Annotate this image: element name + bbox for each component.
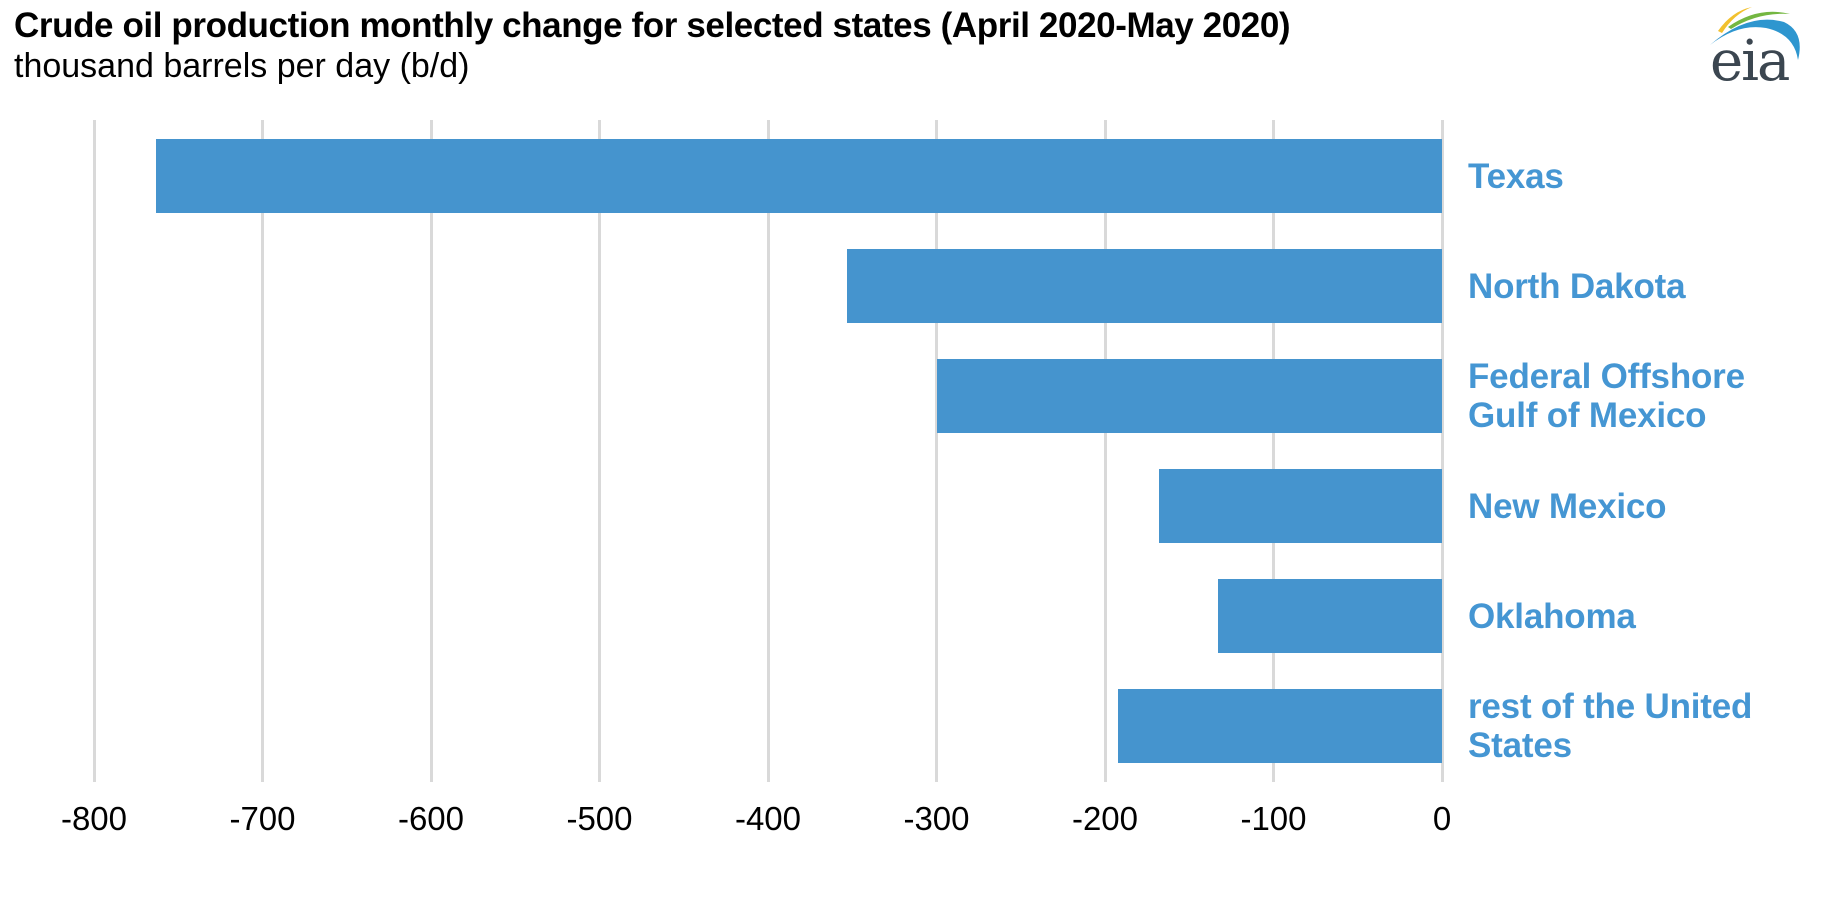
logo-green-swoosh <box>1728 11 1790 29</box>
category-label-line: Texas <box>1468 156 1564 196</box>
chart-title: Crude oil production monthly change for … <box>14 6 1291 45</box>
category-label: Texas <box>1468 139 1822 213</box>
bar-rest-of-the-united-states <box>1118 689 1442 763</box>
category-label-line: New Mexico <box>1468 486 1667 526</box>
x-tick-label: 0 <box>1432 800 1452 837</box>
bar-new-mexico <box>1158 469 1442 543</box>
logo-yellow-swoosh <box>1718 7 1752 33</box>
x-tick-label: -700 <box>229 800 296 837</box>
category-label-line: rest of the United <box>1468 687 1753 726</box>
bar-oklahoma <box>1217 579 1442 653</box>
x-tick-label: -800 <box>60 800 128 837</box>
x-tick-label: -500 <box>566 800 633 837</box>
category-label-line: States <box>1468 726 1572 765</box>
category-label-line: Oklahoma <box>1468 596 1636 636</box>
category-label: Federal Offshore Gulf of Mexico <box>1468 357 1822 435</box>
eia-logo: eia <box>1688 2 1812 94</box>
category-label-line: North Dakota <box>1468 266 1686 306</box>
gridline <box>92 120 96 782</box>
x-tick-label: -300 <box>903 800 970 837</box>
x-tick-label: -600 <box>397 800 465 837</box>
x-axis: -800 -700 -600 -500 -400 -300 -200 -100 0 <box>61 800 1451 846</box>
plot-area <box>92 120 1444 782</box>
x-tick-label: -200 <box>1071 800 1139 837</box>
x-tick-label: -400 <box>734 800 802 837</box>
category-label: North Dakota <box>1468 249 1822 323</box>
gridline <box>598 120 601 782</box>
chart-subtitle: thousand barrels per day (b/d) <box>14 47 470 85</box>
bar-texas <box>156 139 1442 213</box>
category-label: Oklahoma <box>1468 579 1822 653</box>
gridline <box>1103 120 1107 782</box>
gridline <box>1272 120 1275 782</box>
category-label-line: Gulf of Mexico <box>1468 396 1707 435</box>
eia-logo-graphic: eia <box>1710 7 1800 94</box>
gridline <box>261 120 264 782</box>
gridline <box>1440 120 1444 782</box>
logo-blue-swoosh <box>1710 19 1800 61</box>
gridline <box>935 120 938 782</box>
x-tick-label: -100 <box>1240 800 1307 837</box>
category-labels: Texas North Dakota Federal Offshore Gulf of… <box>1468 120 1822 782</box>
bar-north-dakota <box>847 249 1442 323</box>
category-label: New Mexico <box>1468 469 1822 543</box>
bar-federal-offshore-gulf-of-mexico <box>936 359 1442 433</box>
category-label: rest of the United States <box>1468 687 1822 765</box>
category-label-line: Federal Offshore <box>1468 357 1745 396</box>
gridline <box>766 120 770 782</box>
gridline <box>429 120 433 782</box>
eia-logo-text: eia <box>1710 29 1789 90</box>
